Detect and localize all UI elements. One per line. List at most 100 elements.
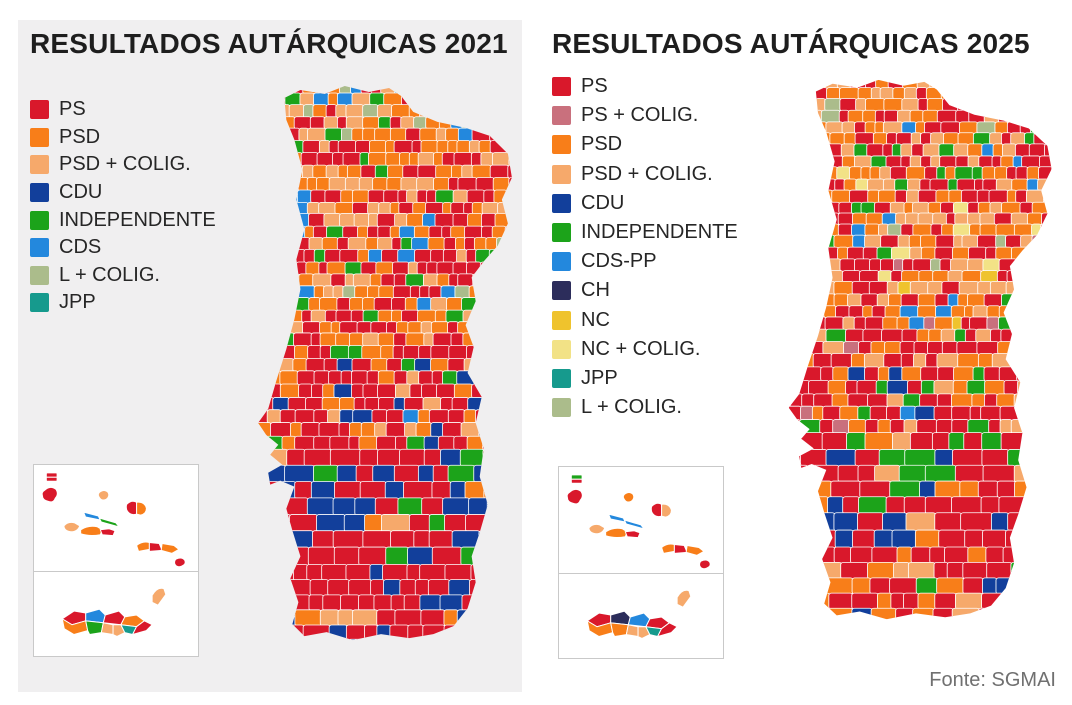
legend-item: JPP — [552, 364, 738, 393]
legend: PS PSD PSD + COLIG. CDU INDEPENDENTE CDS… — [30, 96, 216, 317]
legend-item: CDS-PP — [552, 247, 738, 276]
legend-item: CH — [552, 276, 738, 305]
region-east — [131, 620, 153, 636]
legend-color-swatch — [552, 223, 571, 243]
legend-item-label: INDEPENDENTE — [59, 208, 216, 231]
island-sao-jorge-west — [607, 513, 627, 523]
island-sao-miguel-east — [160, 542, 180, 554]
island-flores — [41, 486, 58, 503]
legend-color-swatch — [552, 398, 571, 418]
legend-item-label: PS — [581, 75, 608, 98]
region-east — [656, 622, 678, 638]
legend-item-label: PSD — [59, 125, 101, 148]
legend-item: L + COLIG. — [30, 262, 216, 290]
legend: PS PS + COLIG. PSD PSD + COLIG. CDU INDE… — [552, 72, 738, 422]
legend-color-swatch — [552, 339, 571, 359]
azores-inset — [558, 466, 724, 574]
island-faial — [588, 523, 606, 535]
madeira-inset — [558, 573, 724, 659]
legend-item-label: CH — [581, 279, 610, 302]
island-sao-miguel-mid — [673, 543, 688, 554]
legend-color-swatch — [30, 127, 49, 147]
panel-title: RESULTADOS AUTÁRQUICAS 2025 — [552, 28, 1030, 59]
legend-item: PSD — [552, 130, 738, 159]
island-graciosa — [97, 490, 110, 501]
island-terceira-east — [661, 503, 672, 518]
legend-color-swatch — [552, 164, 571, 184]
legend-item-label: NC + COLIG. — [581, 337, 701, 360]
island-graciosa — [622, 492, 635, 503]
legend-color-swatch — [30, 210, 49, 230]
legend-item: PS + COLIG. — [552, 101, 738, 130]
legend-item: PSD — [30, 124, 216, 152]
municipality-mosaic — [258, 85, 512, 641]
legend-item-label: L + COLIG. — [581, 396, 682, 419]
legend-color-swatch — [552, 193, 571, 213]
island-sao-jorge-east — [98, 517, 121, 528]
region-south-center-west — [85, 620, 104, 636]
panel-2025: RESULTADOS AUTÁRQUICAS 2025 PS PS + COLI… — [540, 20, 1064, 692]
legend-color-swatch — [30, 155, 49, 175]
legend-item: INDEPENDENTE — [30, 206, 216, 234]
region-south-center-west — [610, 622, 629, 638]
island-corvo-north — [570, 474, 583, 480]
region-porto-santo — [151, 587, 167, 606]
island-terceira-west — [125, 500, 138, 516]
legend-item: NC + COLIG. — [552, 335, 738, 364]
panel-title: RESULTADOS AUTÁRQUICAS 2021 — [30, 28, 508, 59]
legend-item: CDU — [30, 179, 216, 207]
island-sao-jorge-east — [623, 519, 646, 530]
island-santa-maria — [174, 557, 186, 568]
legend-item-label: CDU — [581, 191, 625, 214]
legend-item-label: PSD — [581, 133, 623, 156]
legend-item-label: CDS — [59, 236, 102, 259]
legend-item-label: PS — [59, 98, 86, 121]
island-corvo-south — [570, 478, 583, 484]
island-corvo-north — [45, 472, 58, 478]
legend-color-swatch — [30, 100, 49, 120]
legend-item-label: PS + COLIG. — [581, 104, 699, 127]
legend-item-label: JPP — [59, 291, 96, 314]
legend-item-label: L + COLIG. — [59, 263, 160, 286]
island-sao-miguel-west — [661, 543, 675, 554]
legend-item: PS — [30, 96, 216, 124]
legend-item-label: CDU — [59, 181, 103, 204]
legend-color-swatch — [552, 135, 571, 155]
legend-item-label: NC — [581, 308, 610, 331]
legend-color-swatch — [30, 238, 49, 258]
island-santa-maria — [699, 559, 711, 570]
legend-item: NC — [552, 306, 738, 335]
mainland-portugal-map — [788, 79, 1052, 620]
island-terceira-east — [136, 501, 147, 516]
legend-color-swatch — [552, 281, 571, 301]
legend-color-swatch — [552, 106, 571, 126]
island-faial — [63, 521, 81, 533]
island-sao-miguel-west — [136, 541, 150, 552]
legend-color-swatch — [552, 77, 571, 97]
madeira-map — [61, 587, 167, 638]
legend-item: PS — [552, 72, 738, 101]
madeira-inset — [33, 571, 199, 657]
legend-item-label: PSD + COLIG. — [59, 153, 191, 176]
island-corvo-south — [45, 476, 58, 482]
legend-color-swatch — [30, 183, 49, 203]
region-south-center — [100, 622, 114, 636]
legend-item-label: PSD + COLIG. — [581, 162, 713, 185]
azores-map — [566, 474, 711, 570]
source-label: Fonte: SGMAI — [929, 669, 1056, 691]
island-pico-west — [605, 527, 628, 538]
legend-color-swatch — [30, 265, 49, 285]
legend-item-label: JPP — [581, 366, 618, 389]
island-pico-west — [80, 525, 103, 536]
mainland-portugal-map — [258, 85, 512, 641]
legend-item: INDEPENDENTE — [552, 218, 738, 247]
azores-inset — [33, 464, 199, 572]
region-south-center — [625, 624, 639, 638]
island-pico-east — [624, 530, 641, 539]
legend-item: PSD + COLIG. — [30, 151, 216, 179]
legend-item: CDS — [30, 234, 216, 262]
island-flores — [566, 488, 583, 505]
legend-color-swatch — [552, 368, 571, 388]
legend-item: JPP — [30, 289, 216, 317]
